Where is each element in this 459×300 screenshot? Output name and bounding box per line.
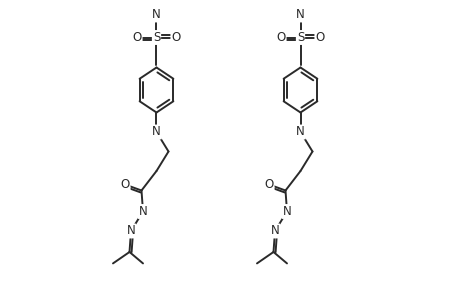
Text: S: S [152,31,160,44]
Text: N: N [126,224,135,238]
Text: N: N [282,205,291,218]
Text: S: S [296,31,303,44]
Text: O: O [120,178,129,191]
Text: O: O [276,31,285,44]
Text: N: N [270,224,279,238]
Text: O: O [171,31,180,44]
Text: N: N [152,125,161,139]
Text: O: O [132,31,141,44]
Text: N: N [138,205,147,218]
Text: O: O [264,178,273,191]
Text: O: O [315,31,324,44]
Text: N: N [296,8,304,22]
Text: N: N [152,8,161,22]
Text: N: N [296,125,304,139]
